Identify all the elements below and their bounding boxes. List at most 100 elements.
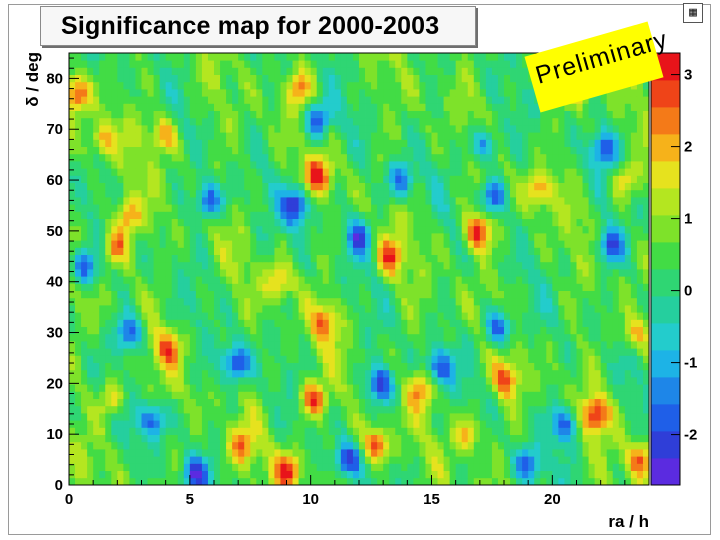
- heatmap-cell: [359, 348, 366, 356]
- heatmap-cell: [546, 125, 553, 133]
- heatmap-cell: [238, 189, 245, 198]
- heatmap-cell: [371, 139, 378, 147]
- heatmap-cell: [195, 153, 203, 162]
- heatmap-cell: [274, 463, 281, 471]
- heatmap-cell: [334, 470, 342, 479]
- heatmap-cell: [238, 233, 245, 241]
- heatmap-cell: [189, 420, 197, 428]
- heatmap-cell: [359, 398, 366, 407]
- heatmap-cell: [352, 384, 360, 392]
- heatmap-cell: [171, 441, 179, 450]
- heatmap-cell: [93, 240, 100, 248]
- heatmap-cell: [268, 247, 275, 255]
- heatmap-cell: [467, 211, 475, 219]
- heatmap-cell: [504, 326, 511, 335]
- heatmap-cell: [268, 189, 275, 198]
- heatmap-cell: [147, 391, 154, 399]
- heatmap-cell: [504, 276, 511, 284]
- heatmap-cell: [612, 153, 620, 162]
- heatmap-cell: [395, 168, 402, 176]
- heatmap-cell: [558, 441, 565, 450]
- heatmap-cell: [117, 261, 124, 270]
- heatmap-cell: [123, 117, 130, 126]
- heatmap-cell: [455, 117, 463, 126]
- heatmap-cell: [123, 110, 130, 119]
- heatmap-cell: [389, 261, 396, 270]
- heatmap-cell: [600, 398, 608, 407]
- heatmap-cell: [582, 211, 589, 219]
- heatmap-cell: [407, 413, 414, 421]
- heatmap-cell: [570, 283, 577, 291]
- heatmap-cell: [304, 405, 312, 414]
- heatmap-cell: [69, 117, 76, 126]
- heatmap-cell: [129, 434, 136, 443]
- heatmap-cell: [111, 204, 118, 212]
- heatmap-cell: [286, 384, 293, 392]
- heatmap-cell: [365, 427, 372, 435]
- heatmap-cell: [238, 427, 245, 435]
- heatmap-cell: [473, 427, 481, 435]
- heatmap-cell: [129, 398, 136, 407]
- heatmap-cell: [383, 132, 390, 140]
- heatmap-cell: [528, 132, 535, 140]
- heatmap-cell: [618, 290, 626, 299]
- heatmap-cell: [286, 153, 293, 162]
- heatmap-cell: [105, 377, 112, 385]
- heatmap-cell: [558, 283, 565, 291]
- heatmap-cell: [546, 355, 553, 363]
- heatmap-cell: [214, 110, 221, 119]
- heatmap-cell: [576, 117, 583, 126]
- heatmap-cell: [256, 319, 263, 327]
- heatmap-cell: [340, 283, 348, 291]
- heatmap-cell: [117, 470, 124, 479]
- heatmap-cell: [564, 384, 571, 392]
- heatmap-cell: [546, 175, 553, 183]
- heatmap-cell: [612, 211, 620, 219]
- heatmap-cell: [165, 233, 173, 241]
- heatmap-cell: [304, 434, 312, 443]
- heatmap-cell: [413, 125, 420, 133]
- heatmap-cell: [153, 434, 161, 443]
- heatmap-cell: [322, 189, 330, 198]
- heatmap-cell: [183, 225, 191, 234]
- heatmap-cell: [467, 398, 475, 407]
- heatmap-cell: [467, 132, 475, 140]
- heatmap-cell: [528, 283, 535, 291]
- heatmap-cell: [383, 413, 390, 421]
- heatmap-cell: [558, 449, 565, 457]
- heatmap-cell: [630, 269, 638, 277]
- heatmap-cell: [516, 427, 523, 435]
- heatmap-cell: [123, 312, 130, 320]
- heatmap-cell: [431, 456, 438, 464]
- heatmap-cell: [334, 449, 342, 457]
- heatmap-cell: [93, 333, 100, 342]
- heatmap-cell: [437, 463, 444, 471]
- heatmap-cell: [226, 168, 233, 176]
- heatmap-cell: [389, 297, 396, 306]
- heatmap-cell: [497, 449, 505, 457]
- heatmap-cell: [437, 355, 444, 363]
- heatmap-cell: [280, 247, 287, 255]
- heatmap-cell: [93, 132, 100, 140]
- heatmap-cell: [383, 369, 390, 378]
- heatmap-cell: [105, 326, 112, 335]
- heatmap-cell: [304, 369, 312, 378]
- heatmap-cell: [292, 290, 299, 299]
- heatmap-cell: [401, 312, 408, 320]
- heatmap-cell: [528, 377, 535, 385]
- heatmap-cell: [534, 146, 541, 155]
- heatmap-cell: [214, 333, 221, 342]
- heatmap-cell: [340, 233, 348, 241]
- heatmap-cell: [485, 189, 493, 198]
- heatmap-cell: [250, 182, 257, 191]
- heatmap-cell: [147, 441, 154, 450]
- heatmap-cell: [340, 161, 348, 169]
- heatmap-cell: [485, 369, 493, 378]
- heatmap-cell: [238, 434, 245, 443]
- heatmap-cell: [75, 470, 82, 479]
- heatmap-cell: [449, 290, 457, 299]
- heatmap-cell: [214, 146, 221, 155]
- heatmap-cell: [546, 204, 553, 212]
- heatmap-cell: [135, 247, 142, 255]
- heatmap-cell: [310, 420, 318, 428]
